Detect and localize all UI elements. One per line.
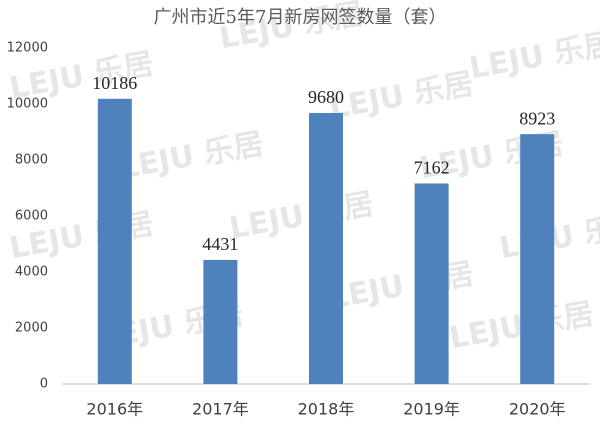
bar	[203, 259, 238, 384]
x-tick-label: 2017年	[192, 400, 249, 419]
y-tick-label: 10000	[7, 97, 48, 112]
y-tick-label: 2000	[15, 321, 48, 336]
x-tick-label: 2019年	[403, 400, 460, 419]
y-tick-label: 4000	[15, 265, 48, 280]
chart-title: 广州市近5年7月新房网签数量（套）	[154, 7, 447, 28]
x-tick-label: 2018年	[298, 400, 355, 419]
value-label: 9680	[308, 87, 344, 107]
y-tick-label: 6000	[15, 209, 48, 224]
bar	[97, 98, 132, 385]
bar	[309, 112, 343, 385]
value-label: 4431	[202, 234, 238, 254]
y-tick-label: 12000	[7, 41, 48, 56]
bar	[414, 183, 449, 384]
x-tick-label: 2016年	[86, 400, 143, 419]
value-label: 8923	[519, 108, 555, 128]
bar	[520, 134, 555, 384]
y-tick-label: 0	[40, 377, 48, 392]
value-label: 7162	[414, 158, 450, 178]
value-label: 10186	[92, 73, 137, 93]
x-tick-label: 2020年	[509, 400, 566, 419]
y-tick-label: 8000	[15, 153, 48, 168]
